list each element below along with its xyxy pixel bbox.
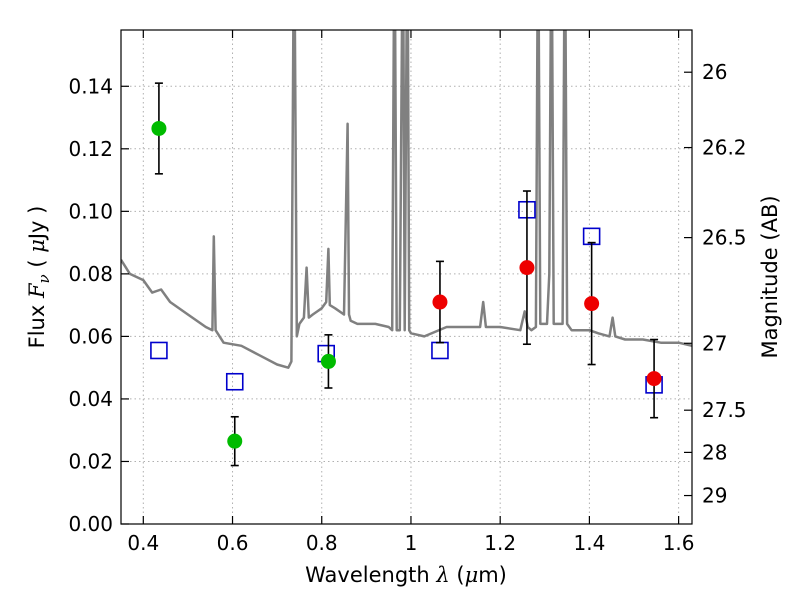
y2-tick-label: 26 <box>702 60 727 84</box>
y2-tick-label: 28 <box>702 440 727 464</box>
y-tick-label: 0.10 <box>68 199 113 223</box>
y-axis-label: Flux Fν ( μJy ) <box>25 206 53 349</box>
x-tick-label: 1.4 <box>573 531 605 555</box>
x-tick-label: 1 <box>405 531 418 555</box>
observed-flux-point <box>320 353 336 369</box>
y-tick-label: 0.02 <box>68 449 113 473</box>
x-tick-label: 0.8 <box>306 531 338 555</box>
y2-tick-label: 27 <box>702 331 727 355</box>
y2-tick-label: 29 <box>702 484 727 508</box>
y-tick-label: 0.14 <box>68 74 113 98</box>
x-tick-label: 0.4 <box>127 531 159 555</box>
y2-tick-label: 26.5 <box>702 226 747 250</box>
observed-flux-point <box>519 260 535 276</box>
x-axis-label: Wavelength λ (μm) <box>305 563 507 587</box>
x-tick-label: 1.6 <box>663 531 695 555</box>
y2-tick-label: 27.5 <box>702 398 747 422</box>
y-tick-label: 0.00 <box>68 512 113 536</box>
observed-flux-point <box>584 296 600 312</box>
y2-axis-label: Magnitude (AB) <box>758 195 782 358</box>
y-tick-label: 0.08 <box>68 262 113 286</box>
spectrum-line <box>121 30 692 369</box>
axis-ticks: 0.4 0.6 0.8 1 1.2 1.4 1.6 0.00 0.02 0.04 0.06 0.08 0… <box>68 30 747 555</box>
observed-flux-point <box>151 120 167 136</box>
y2-tick-label: 26.2 <box>702 136 747 160</box>
observed-flux-point <box>646 371 662 387</box>
x-tick-label: 0.6 <box>217 531 249 555</box>
y-tick-label: 0.12 <box>68 137 113 161</box>
plot-frame <box>120 29 693 525</box>
model-spectrum <box>121 30 692 369</box>
y-tick-label: 0.06 <box>68 324 113 348</box>
data-markers <box>150 82 663 467</box>
model-square-point <box>150 341 168 360</box>
x-tick-label: 1.2 <box>484 531 516 555</box>
y-tick-label: 0.04 <box>68 387 113 411</box>
model-square-point <box>225 372 244 391</box>
model-square-point <box>431 341 449 360</box>
observed-flux-point <box>432 294 448 310</box>
observed-flux-point <box>227 433 243 449</box>
